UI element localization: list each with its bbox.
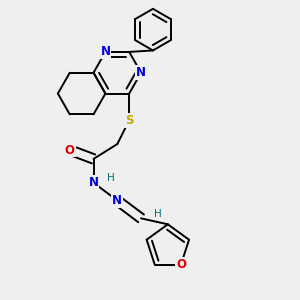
Text: H: H <box>154 209 162 219</box>
Text: H: H <box>107 173 115 183</box>
Text: O: O <box>65 143 75 157</box>
Text: N: N <box>112 194 122 207</box>
Text: N: N <box>100 45 110 58</box>
Text: N: N <box>136 66 146 79</box>
Text: N: N <box>88 176 98 189</box>
Text: O: O <box>176 258 186 271</box>
Text: S: S <box>125 114 134 127</box>
